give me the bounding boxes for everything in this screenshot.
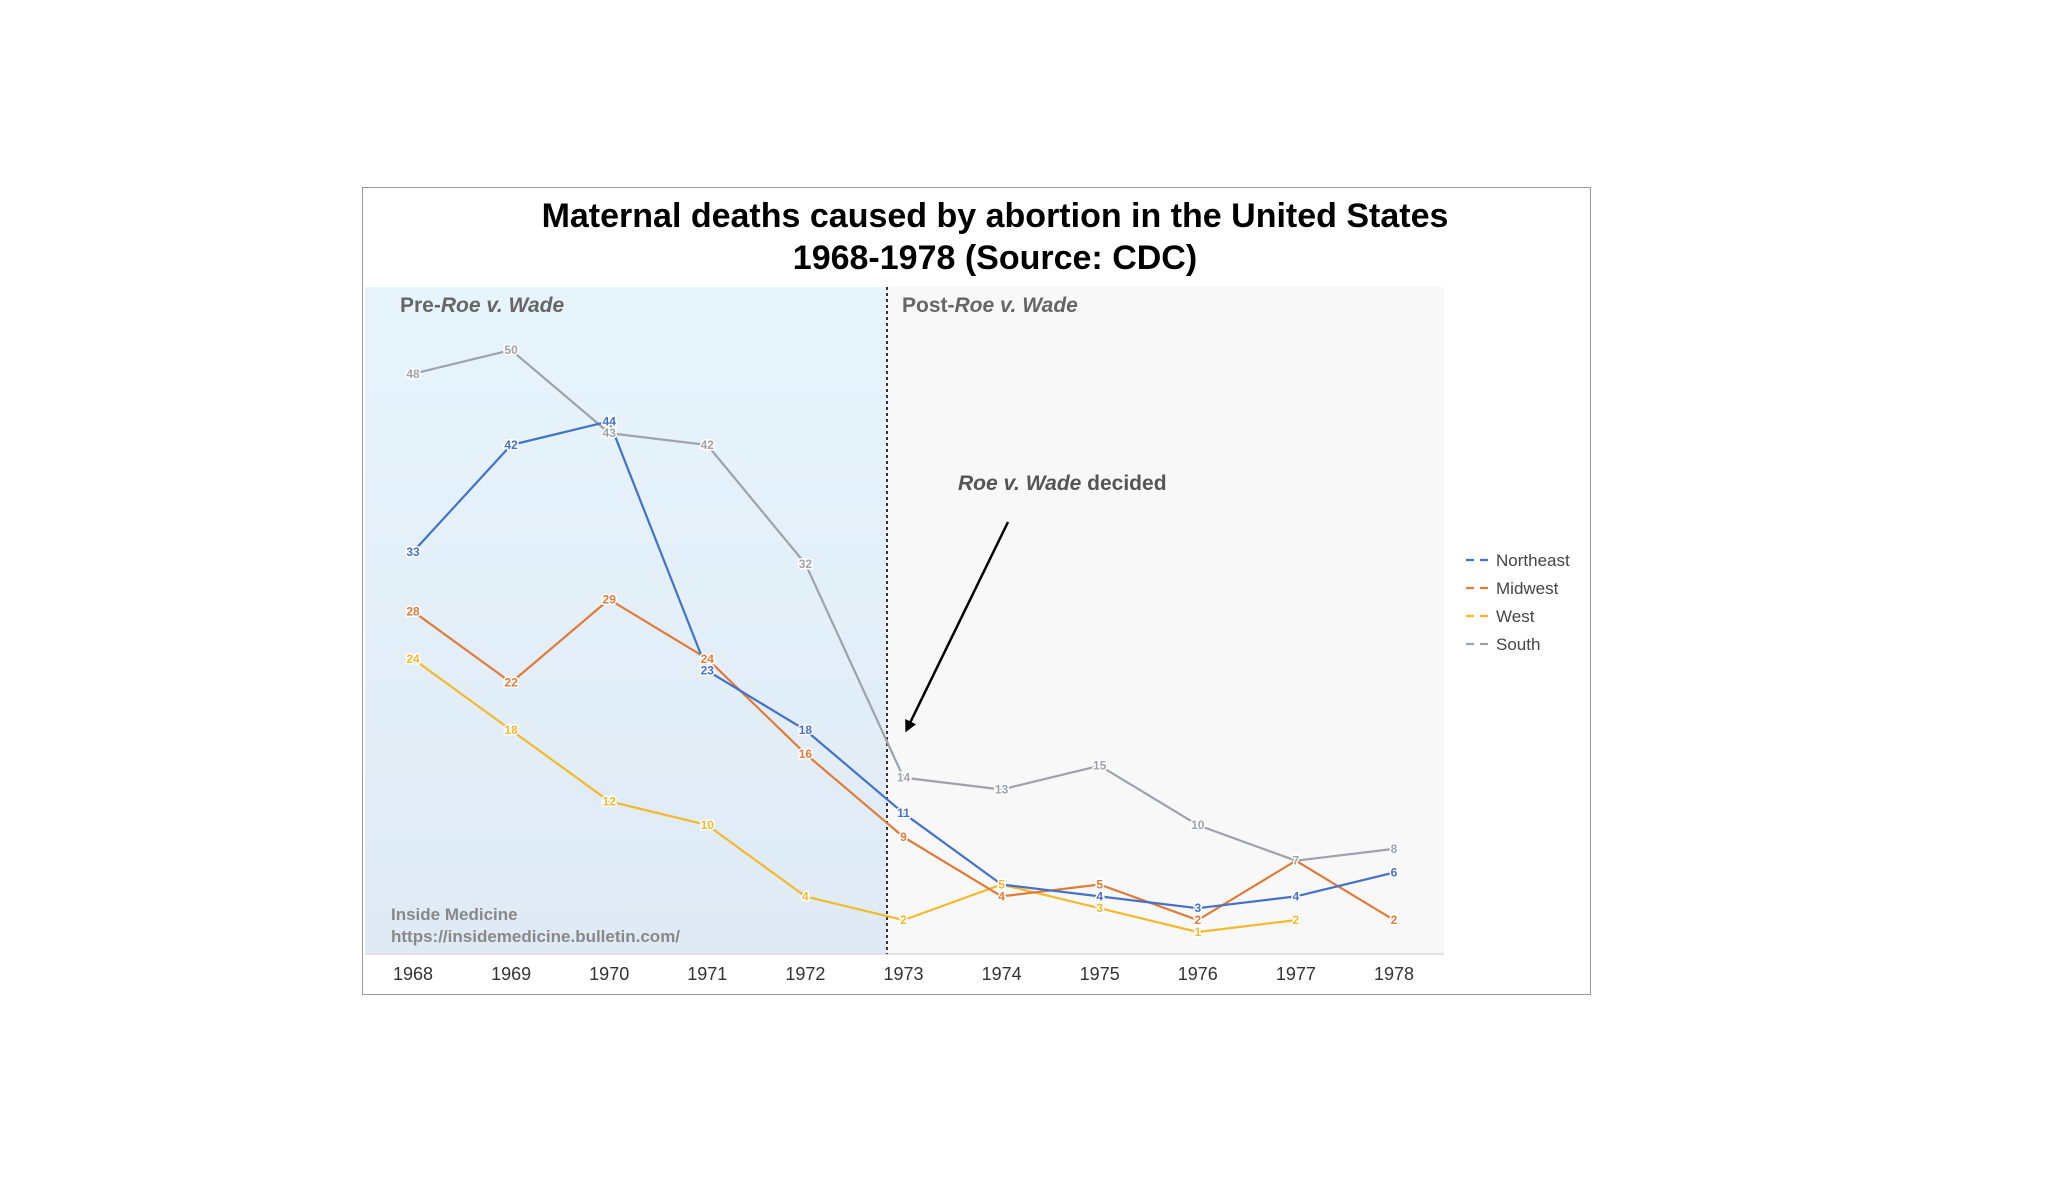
south-data-label: 10 [1191, 818, 1205, 832]
west-data-label: 4 [802, 889, 809, 903]
northeast-data-label: 11 [897, 806, 910, 820]
west-data-label: 2 [1293, 913, 1300, 927]
south-data-label: 43 [603, 426, 617, 440]
south-data-label: 15 [1093, 759, 1107, 773]
northeast-series-line [412, 420, 1395, 910]
x-tick-label: 1970 [589, 964, 629, 984]
south-data-label: 8 [1391, 842, 1398, 856]
series-layer [412, 348, 1395, 934]
legend-label: West [1496, 607, 1535, 626]
northeast-data-label: 4 [1293, 889, 1300, 903]
midwest-data-label: 9 [900, 830, 907, 844]
midwest-series-line [412, 598, 1395, 922]
x-tick-label: 1978 [1374, 964, 1414, 984]
west-data-label: 12 [603, 794, 617, 808]
south-data-label: 7 [1293, 854, 1300, 868]
south-data-label: 48 [406, 367, 420, 381]
x-tick-label: 1975 [1080, 964, 1120, 984]
legend-item-northeast: Northeast [1466, 551, 1570, 570]
legend-item-west: West [1466, 607, 1535, 626]
west-data-label: 10 [701, 818, 715, 832]
south-data-label: 32 [799, 557, 813, 571]
northeast-data-label: 3 [1194, 901, 1201, 915]
legend-item-south: South [1466, 635, 1540, 654]
annotation-arrow [905, 521, 1010, 733]
x-tick-label: 1969 [491, 964, 531, 984]
post-roe-label-prefix: Post- [902, 294, 955, 317]
south-series-line [412, 348, 1395, 862]
post-roe-panel [887, 287, 1444, 953]
roe-decided-suffix: decided [1081, 472, 1166, 495]
west-data-label: 5 [998, 878, 1005, 892]
pre-roe-label: Pre-Roe v. Wade [400, 294, 565, 317]
northeast-data-label: 6 [1391, 866, 1398, 880]
x-tick-label: 1977 [1276, 964, 1316, 984]
x-tick-label: 1972 [785, 964, 825, 984]
x-tick-label: 1976 [1178, 964, 1218, 984]
watermark-url: https://insidemedicine.bulletin.com/ [391, 927, 680, 946]
legend-item-midwest: Midwest [1466, 579, 1559, 598]
pre-roe-label-prefix: Pre- [400, 294, 441, 317]
west-data-label: 24 [406, 652, 420, 666]
northeast-data-label: 18 [799, 723, 813, 737]
legend-label: South [1496, 635, 1540, 654]
northeast-data-label: 4 [1096, 889, 1103, 903]
x-tick-label: 1974 [982, 964, 1022, 984]
northeast-data-label: 42 [504, 438, 518, 452]
midwest-data-label: 2 [1391, 913, 1398, 927]
midwest-data-label: 22 [504, 676, 518, 690]
south-data-label: 42 [701, 438, 715, 452]
northeast-data-label: 44 [603, 414, 617, 428]
west-data-label: 18 [504, 723, 518, 737]
x-axis: 1968 1969 1970 1971 1972 1973 1974 1975 1976 1977… [393, 964, 1414, 984]
point-label-layer: 4850434232141315107824181210425312282229… [405, 342, 1399, 941]
roe-decided-case: Roe v. Wade [958, 472, 1082, 495]
midwest-data-label: 16 [799, 747, 813, 761]
midwest-data-label: 2 [1194, 913, 1201, 927]
midwest-data-label: 4 [998, 889, 1005, 903]
legend-label: Midwest [1496, 579, 1559, 598]
midwest-data-label: 29 [603, 592, 617, 606]
pre-roe-panel [365, 287, 887, 953]
x-tick-label: 1973 [883, 964, 923, 984]
chart-subtitle: 1968-1978 (Source: CDC) [792, 239, 1198, 277]
post-roe-label-case: Roe v. Wade [955, 294, 1079, 317]
chart-title: Maternal deaths caused by abortion in th… [541, 197, 1449, 235]
midwest-data-label: 28 [406, 604, 420, 618]
northeast-data-label: 33 [406, 545, 420, 559]
legend-label: Northeast [1496, 551, 1570, 570]
pre-roe-label-case: Roe v. Wade [441, 294, 565, 317]
midwest-data-label: 5 [1096, 878, 1103, 892]
legend: Northeast Midwest West South [1466, 551, 1570, 654]
midwest-data-label: 24 [701, 652, 715, 666]
south-data-label: 50 [504, 343, 518, 357]
x-tick-label: 1968 [393, 964, 433, 984]
south-data-label: 14 [897, 771, 911, 785]
watermark-name: Inside Medicine [391, 905, 518, 924]
post-roe-label: Post-Roe v. Wade [902, 294, 1078, 317]
x-tick-label: 1971 [687, 964, 727, 984]
west-data-label: 3 [1096, 901, 1103, 915]
northeast-data-label: 23 [701, 664, 715, 678]
roe-decided-annotation: Roe v. Wade decided [958, 472, 1167, 495]
west-data-label: 2 [900, 913, 907, 927]
south-data-label: 13 [995, 783, 1009, 797]
west-series-line [412, 657, 1297, 934]
west-data-label: 1 [1194, 925, 1201, 939]
